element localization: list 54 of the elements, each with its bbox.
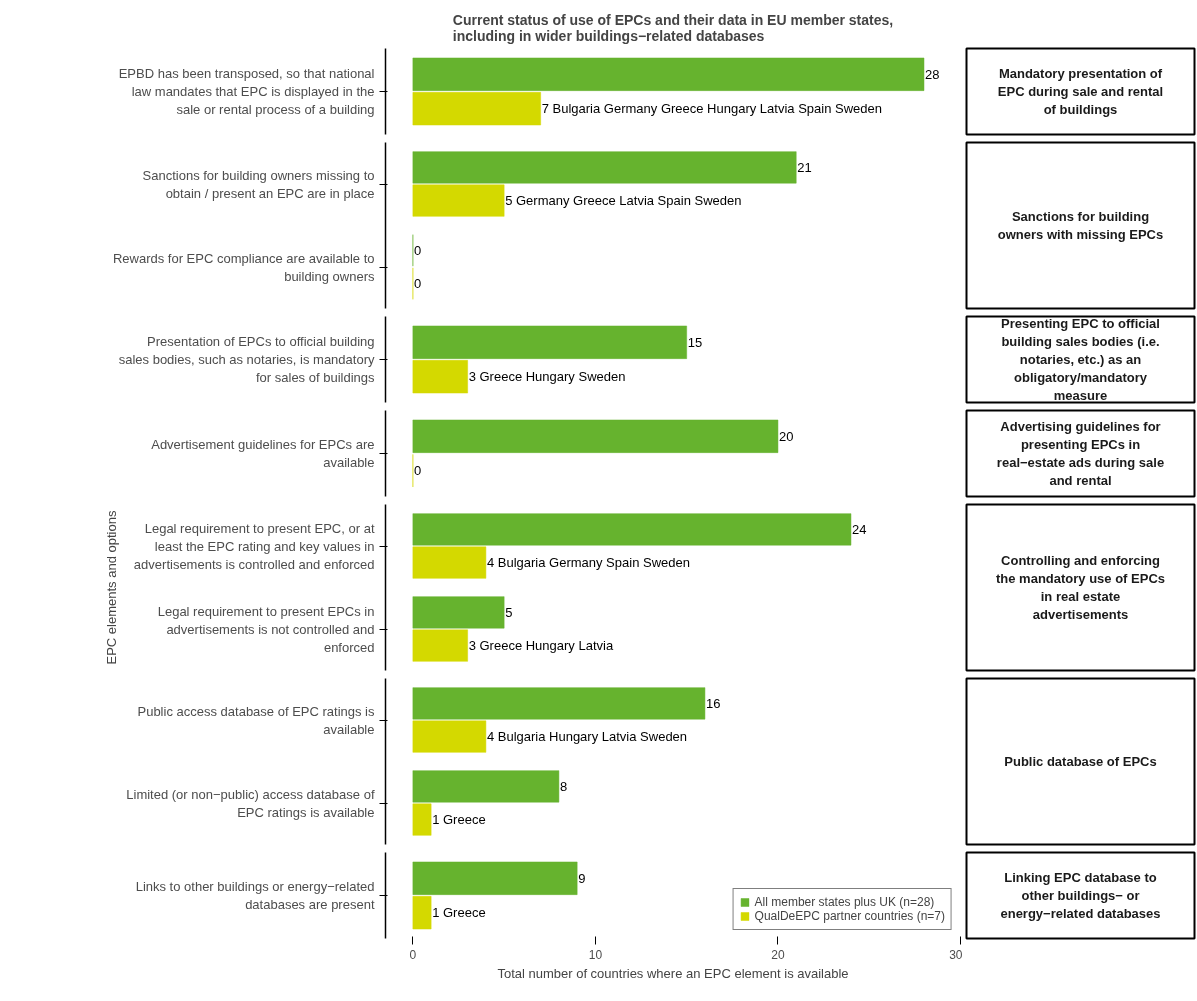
data-label: 9 — [578, 870, 586, 886]
data-label: 5 — [505, 604, 513, 620]
y-tick-label: Presentation of EPCs to official building sales bodies, such as notaries, is mandatory for sales of buildings — [118, 334, 375, 385]
y-tick-label: Limited (or non−public) access database of EPC ratings is available — [126, 786, 375, 820]
data-label: 28 — [924, 66, 940, 82]
data-label: 8 — [559, 778, 568, 794]
x-tick-label: 10 — [588, 947, 603, 962]
y2-axis-title: Presenting EPC to official building sales bodies (i.e. notaries, etc.) as an obligatory/mandatory measure — [1001, 316, 1160, 403]
y2-axis-title: Advertising guidelines for presenting EPCs in real−estate ads during sale and rental — [996, 419, 1165, 488]
data-label: 5 Germany Greece Latvia Spain Sweden — [505, 193, 742, 209]
y-tick-label: Links to other buildings or energy−related databases are present — [135, 879, 375, 912]
y-tick-label: Public access database of EPC ratings is available — [137, 703, 375, 737]
bar — [412, 687, 706, 720]
data-label: 15 — [687, 334, 703, 350]
y2-axis-title: Public database of EPCs — [1004, 754, 1157, 769]
y-tick-label: EPBD has been transposed, so that national law mandates that EPC is displayed in the sale or rental process of a building — [118, 66, 375, 117]
x-axis-title: Total number of countries where an EPC element is available — [497, 965, 849, 981]
bar — [412, 720, 487, 753]
data-label: 1 Greece — [432, 905, 486, 921]
chart-title: Current status of use of EPCs and their data in EU member states, including in wider buildings−related databases — [452, 11, 894, 44]
data-label: 4 Bulgaria Germany Spain Sweden — [486, 555, 690, 571]
bar — [412, 770, 560, 803]
y-axis-title: EPC elements and options — [103, 510, 119, 665]
data-label: 4 Bulgaria Hungary Latvia Sweden — [486, 729, 688, 745]
data-label: 7 Bulgaria Germany Greece Hungary Latvia Spain Sweden — [541, 101, 883, 117]
y-tick-label: Advertisement guidelines for EPCs are available — [151, 437, 375, 470]
bar — [412, 513, 852, 546]
bar — [412, 546, 487, 579]
y-tick-label: Legal requirement to present EPC, or at least the EPC rating and key values in advertisements is controlled and enforced — [133, 520, 375, 572]
data-label: 0 — [413, 242, 422, 258]
y2-axis-title: Controlling and enforcing the mandatory use of EPCs in real estate advertisements — [995, 553, 1166, 622]
data-label: 1 Greece — [432, 812, 486, 828]
data-label: 0 — [413, 463, 422, 479]
y-tick-label: Sanctions for building owners missing to obtain / present an EPC are in place — [142, 167, 375, 201]
y2-axis-title: Mandatory presentation of EPC during sale and rental of buildings — [997, 66, 1164, 117]
x-tick-label: 0 — [409, 947, 417, 962]
data-label: 24 — [851, 521, 867, 537]
bar — [412, 803, 432, 836]
data-label: 21 — [797, 159, 812, 175]
data-label: 3 Greece Hungary Sweden — [468, 369, 626, 385]
data-label: 16 — [705, 695, 721, 711]
y2-axis-title: Sanctions for building owners with missing EPCs — [997, 209, 1164, 242]
data-label: 3 Greece Hungary Latvia — [468, 638, 614, 654]
data-label: 0 — [413, 276, 422, 292]
legend-label: All member states plus UK (n=28) — [754, 895, 935, 909]
x-tick-label: 30 — [949, 947, 963, 962]
legend-label: QualDeEPC partner countries (n=7) — [754, 909, 945, 923]
bar — [412, 596, 505, 629]
y-tick-label: Rewards for EPC compliance are available to building owners — [112, 250, 375, 284]
bar — [412, 629, 468, 662]
data-label: 20 — [778, 428, 794, 444]
y-tick-label: Legal requirement to present EPCs in advertisements is not controlled and enforced — [157, 603, 375, 655]
y2-axis-title: Linking EPC database to other buildings− or energy−related databases — [1000, 870, 1161, 921]
x-tick-label: 20 — [771, 947, 785, 962]
